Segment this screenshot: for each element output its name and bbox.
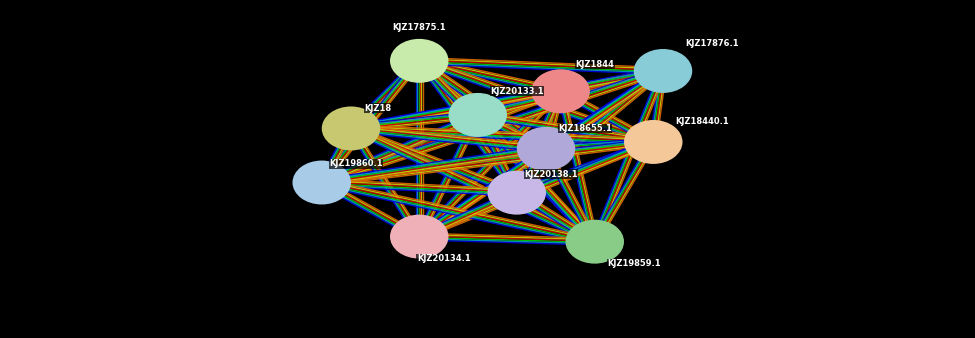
- Ellipse shape: [566, 220, 624, 264]
- Text: KJZ1844: KJZ1844: [575, 60, 614, 69]
- Text: KJZ18440.1: KJZ18440.1: [675, 117, 729, 126]
- Ellipse shape: [390, 39, 448, 83]
- Text: KJZ18655.1: KJZ18655.1: [558, 124, 612, 133]
- Ellipse shape: [322, 106, 380, 150]
- Text: KJZ20138.1: KJZ20138.1: [525, 170, 577, 178]
- Text: KJZ20133.1: KJZ20133.1: [489, 87, 544, 96]
- Ellipse shape: [634, 49, 692, 93]
- Ellipse shape: [488, 171, 546, 215]
- Ellipse shape: [390, 215, 448, 259]
- Text: KJZ19859.1: KJZ19859.1: [606, 259, 661, 268]
- Ellipse shape: [624, 120, 682, 164]
- Text: KJZ19860.1: KJZ19860.1: [330, 160, 382, 168]
- Text: KJZ17876.1: KJZ17876.1: [684, 40, 739, 48]
- Text: KJZ17875.1: KJZ17875.1: [392, 23, 447, 31]
- Ellipse shape: [448, 93, 507, 137]
- Ellipse shape: [531, 69, 590, 113]
- Text: KJZ20134.1: KJZ20134.1: [416, 254, 471, 263]
- Text: KJZ18: KJZ18: [365, 104, 392, 113]
- Ellipse shape: [517, 127, 575, 171]
- Ellipse shape: [292, 161, 351, 204]
